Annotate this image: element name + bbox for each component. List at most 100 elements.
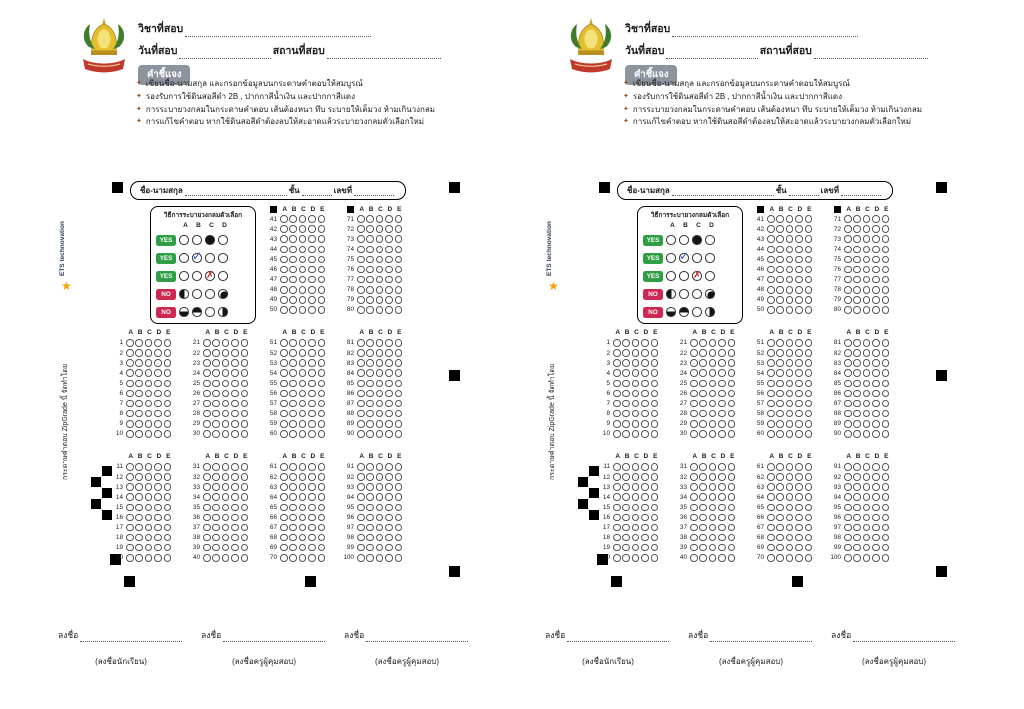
answer-bubble-E[interactable] <box>240 483 249 491</box>
answer-bubble-E[interactable] <box>163 369 172 378</box>
answer-bubble-D[interactable] <box>641 553 649 562</box>
answer-bubble-E[interactable] <box>317 430 326 438</box>
answer-bubble-E[interactable] <box>394 473 403 481</box>
answer-bubble-D[interactable] <box>385 275 393 284</box>
answer-bubble-E[interactable] <box>394 483 403 491</box>
answer-bubble-C[interactable] <box>708 543 717 552</box>
answer-bubble-E[interactable] <box>650 369 659 378</box>
answer-bubble-C[interactable] <box>708 349 717 357</box>
answer-bubble-E[interactable] <box>163 409 172 418</box>
answer-bubble-E[interactable] <box>394 503 403 512</box>
answer-bubble-E[interactable] <box>650 503 659 512</box>
answer-bubble-A[interactable] <box>844 389 852 398</box>
answer-bubble-E[interactable] <box>394 215 403 223</box>
answer-bubble-C[interactable] <box>221 430 230 438</box>
answer-bubble-D[interactable] <box>872 409 880 418</box>
answer-bubble-D[interactable] <box>795 533 803 542</box>
answer-bubble-A[interactable] <box>767 409 775 418</box>
answer-bubble-C[interactable] <box>862 285 871 294</box>
answer-bubble-D[interactable] <box>308 285 316 294</box>
answer-bubble-E[interactable] <box>163 349 172 357</box>
answer-bubble-D[interactable] <box>231 503 239 512</box>
answer-bubble-D[interactable] <box>308 430 316 438</box>
answer-bubble-D[interactable] <box>872 285 880 294</box>
answer-bubble-C[interactable] <box>298 306 307 314</box>
answer-bubble-E[interactable] <box>804 483 813 491</box>
answer-bubble-C[interactable] <box>862 225 871 233</box>
answer-bubble-B[interactable] <box>135 379 143 388</box>
answer-bubble-A[interactable] <box>280 359 288 367</box>
answer-bubble-C[interactable] <box>144 369 153 378</box>
answer-bubble-C[interactable] <box>862 483 871 491</box>
answer-bubble-C[interactable] <box>298 255 307 264</box>
answer-bubble-E[interactable] <box>163 339 172 347</box>
answer-bubble-A[interactable] <box>203 503 211 512</box>
answer-bubble-A[interactable] <box>613 543 621 552</box>
answer-bubble-B[interactable] <box>853 473 861 481</box>
answer-bubble-D[interactable] <box>231 379 239 388</box>
answer-bubble-B[interactable] <box>699 379 707 388</box>
answer-bubble-D[interactable] <box>718 503 726 512</box>
answer-bubble-C[interactable] <box>862 275 871 284</box>
answer-bubble-D[interactable] <box>154 493 162 501</box>
answer-bubble-E[interactable] <box>394 349 403 357</box>
answer-bubble-A[interactable] <box>126 409 134 418</box>
answer-bubble-C[interactable] <box>298 409 307 418</box>
answer-bubble-D[interactable] <box>231 409 239 418</box>
answer-bubble-B[interactable] <box>212 523 220 532</box>
answer-bubble-A[interactable] <box>690 359 698 367</box>
answer-bubble-D[interactable] <box>385 409 393 418</box>
answer-bubble-D[interactable] <box>641 513 649 522</box>
answer-bubble-A[interactable] <box>126 533 134 542</box>
answer-bubble-D[interactable] <box>795 275 803 284</box>
answer-bubble-A[interactable] <box>767 339 775 347</box>
answer-bubble-A[interactable] <box>690 339 698 347</box>
answer-bubble-A[interactable] <box>844 245 852 254</box>
answer-bubble-D[interactable] <box>231 483 239 491</box>
answer-bubble-E[interactable] <box>881 483 890 491</box>
answer-bubble-B[interactable] <box>289 359 297 367</box>
answer-bubble-D[interactable] <box>385 503 393 512</box>
answer-bubble-A[interactable] <box>690 523 698 532</box>
answer-bubble-E[interactable] <box>804 533 813 542</box>
answer-bubble-B[interactable] <box>622 359 630 367</box>
answer-bubble-E[interactable] <box>804 245 813 254</box>
answer-bubble-C[interactable] <box>298 533 307 542</box>
answer-bubble-E[interactable] <box>317 255 326 264</box>
answer-bubble-E[interactable] <box>650 349 659 357</box>
answer-bubble-E[interactable] <box>317 389 326 398</box>
answer-bubble-C[interactable] <box>221 513 230 522</box>
answer-bubble-C[interactable] <box>221 359 230 367</box>
answer-bubble-A[interactable] <box>844 543 852 552</box>
answer-bubble-C[interactable] <box>144 349 153 357</box>
answer-bubble-E[interactable] <box>317 349 326 357</box>
answer-bubble-A[interactable] <box>767 285 775 294</box>
answer-bubble-C[interactable] <box>862 235 871 244</box>
answer-bubble-A[interactable] <box>357 493 365 501</box>
answer-bubble-A[interactable] <box>203 523 211 532</box>
answer-bubble-B[interactable] <box>289 339 297 347</box>
answer-bubble-A[interactable] <box>203 379 211 388</box>
answer-bubble-D[interactable] <box>154 543 162 552</box>
answer-bubble-C[interactable] <box>298 543 307 552</box>
answer-bubble-E[interactable] <box>163 473 172 481</box>
answer-bubble-A[interactable] <box>280 533 288 542</box>
answer-bubble-B[interactable] <box>135 430 143 438</box>
answer-bubble-A[interactable] <box>844 493 852 501</box>
answer-bubble-A[interactable] <box>357 523 365 532</box>
answer-bubble-A[interactable] <box>690 349 698 357</box>
answer-bubble-D[interactable] <box>872 339 880 347</box>
answer-bubble-E[interactable] <box>804 369 813 378</box>
answer-bubble-B[interactable] <box>853 493 861 501</box>
answer-bubble-A[interactable] <box>126 523 134 532</box>
answer-bubble-C[interactable] <box>785 379 794 388</box>
answer-bubble-B[interactable] <box>853 235 861 244</box>
answer-bubble-D[interactable] <box>385 533 393 542</box>
answer-bubble-A[interactable] <box>767 513 775 522</box>
answer-bubble-B[interactable] <box>366 543 374 552</box>
answer-bubble-B[interactable] <box>853 513 861 522</box>
answer-bubble-C[interactable] <box>375 409 384 418</box>
answer-bubble-B[interactable] <box>366 503 374 512</box>
answer-bubble-B[interactable] <box>289 285 297 294</box>
answer-bubble-E[interactable] <box>650 419 659 428</box>
